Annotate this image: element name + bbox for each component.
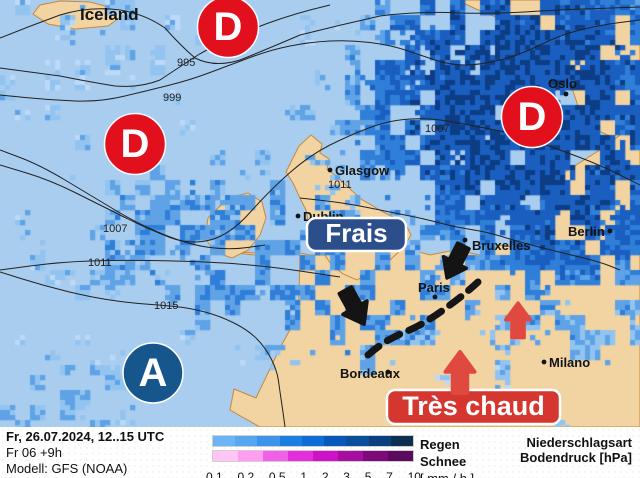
svg-text:D: D bbox=[518, 95, 547, 139]
svg-text:Milano: Milano bbox=[549, 355, 590, 370]
svg-text:Iceland: Iceland bbox=[80, 5, 139, 24]
svg-text:995: 995 bbox=[177, 57, 195, 69]
svg-text:999: 999 bbox=[163, 92, 181, 104]
svg-text:Berlin: Berlin bbox=[568, 224, 605, 239]
svg-text:A: A bbox=[139, 351, 168, 395]
svg-text:D: D bbox=[214, 5, 243, 49]
svg-text:Frais: Frais bbox=[325, 218, 387, 248]
svg-text:1007: 1007 bbox=[425, 123, 449, 135]
svg-text:Paris: Paris bbox=[418, 280, 450, 295]
svg-text:Bruxelles: Bruxelles bbox=[472, 238, 531, 253]
svg-text:1015: 1015 bbox=[154, 300, 178, 312]
svg-text:1011: 1011 bbox=[328, 179, 352, 191]
svg-text:1011: 1011 bbox=[88, 257, 112, 269]
svg-text:Oslo: Oslo bbox=[548, 76, 577, 91]
svg-text:D: D bbox=[121, 122, 150, 166]
svg-text:Bordeaux: Bordeaux bbox=[340, 366, 401, 381]
svg-text:1007: 1007 bbox=[103, 223, 127, 235]
svg-text:Glasgow: Glasgow bbox=[335, 163, 390, 178]
svg-text:Très chaud: Très chaud bbox=[402, 391, 545, 421]
